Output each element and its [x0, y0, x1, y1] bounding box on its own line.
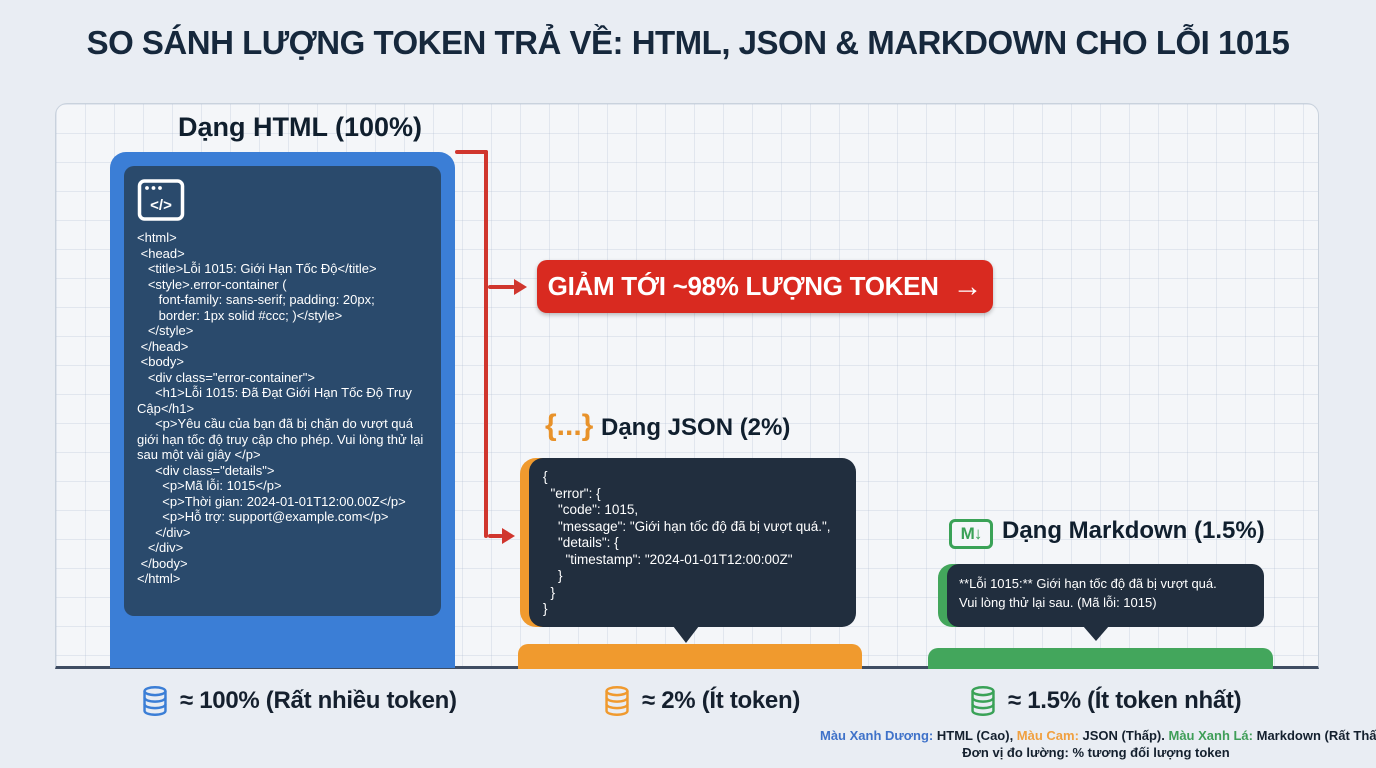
footer-legend: Màu Xanh Dương: HTML (Cao), Màu Cam: JSO… — [820, 727, 1376, 761]
reduction-banner-label: GIẢM TỚI ~98% LƯỢNG TOKEN — [547, 271, 939, 301]
markdown-snippet-text: **Lỗi 1015:** Giới hạn tốc độ đã bị vượt… — [959, 576, 1217, 610]
database-icon-orange — [605, 685, 629, 717]
measurement-note: Đơn vị đo lường: % tương đối lượng token — [962, 745, 1230, 760]
right-arrow-icon: → — [952, 269, 983, 303]
html-code-card: </> <html> <head> <title>Lỗi 1015: Giới … — [124, 166, 441, 616]
legend-line: Màu Xanh Dương: HTML (Cao), Màu Cam: JSO… — [820, 727, 1376, 744]
json-token-bar — [518, 644, 862, 669]
arrow-to-json-head — [502, 528, 515, 544]
html-code-text: <html> <head> <title>Lỗi 1015: Giới Hạn … — [137, 230, 424, 586]
legend-blue-label: Màu Xanh Dương: — [820, 728, 934, 743]
page-title: SO SÁNH LƯỢNG TOKEN TRẢ VỀ: HTML, JSON &… — [86, 24, 1290, 61]
arrow-to-banner — [488, 285, 515, 289]
arrow-to-banner-head — [514, 279, 527, 295]
html-token-bar: </> <html> <head> <title>Lỗi 1015: Giới … — [110, 152, 455, 668]
markdown-token-bar — [928, 648, 1273, 669]
database-icon-green — [971, 685, 995, 717]
legend-orange-label: Màu Cam: — [1016, 728, 1079, 743]
json-section-heading: Dạng JSON (2%) — [601, 414, 791, 441]
json-code-inner: { "error": { "code": 1015, "message": "G… — [529, 458, 856, 627]
code-glyph: </> — [150, 197, 172, 214]
reduction-bracket-vertical — [484, 150, 488, 538]
legend-green-label: Màu Xanh Lá: — [1168, 728, 1253, 743]
json-code-text: { "error": { "code": 1015, "message": "G… — [543, 469, 831, 616]
token-label-markdown-text: ≈ 1.5% (Ít token nhất) — [1008, 687, 1242, 714]
legend-orange-desc: JSON (Thấp). — [1078, 728, 1169, 743]
reduction-banner: GIẢM TỚI ~98% LƯỢNG TOKEN → — [537, 260, 993, 313]
markdown-card-pointer — [1083, 626, 1109, 641]
markdown-section-heading: Dạng Markdown (1.5%) — [1002, 517, 1265, 544]
token-label-json-text: ≈ 2% (Ít token) — [642, 687, 801, 714]
token-label-html: ≈ 100% (Rất nhiều token) — [140, 682, 457, 720]
token-label-html-text: ≈ 100% (Rất nhiều token) — [180, 687, 457, 714]
html-section-heading: Dạng HTML (100%) — [178, 112, 423, 142]
token-label-markdown: ≈ 1.5% (Ít token nhất) — [968, 682, 1242, 720]
json-code-card: { "error": { "code": 1015, "message": "G… — [520, 458, 856, 627]
markdown-icon: M↓ — [949, 519, 993, 549]
browser-code-icon: </> — [137, 179, 185, 221]
database-icon-blue — [143, 685, 167, 717]
legend-green-desc: Markdown (Rất Thấp). — [1256, 728, 1376, 743]
legend-blue-desc: HTML (Cao), — [933, 728, 1017, 743]
json-card-pointer — [673, 626, 699, 643]
markdown-snippet-card: **Lỗi 1015:** Giới hạn tốc độ đã bị vượt… — [938, 564, 1264, 627]
markdown-snippet-inner: **Lỗi 1015:** Giới hạn tốc độ đã bị vượt… — [947, 564, 1264, 627]
json-braces-icon: {...} — [545, 409, 594, 442]
arrow-to-json — [488, 534, 503, 538]
reduction-bracket-top — [455, 150, 488, 154]
token-label-json: ≈ 2% (Ít token) — [602, 682, 800, 720]
